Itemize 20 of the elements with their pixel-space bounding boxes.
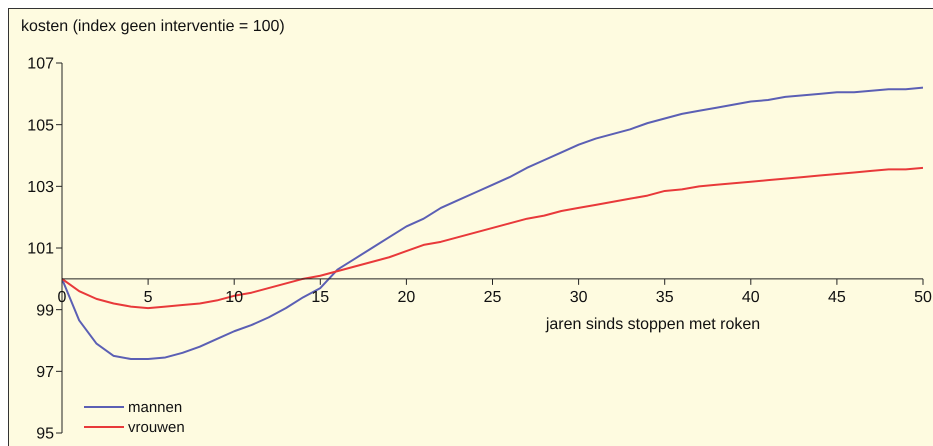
y-axis-title: kosten (index geen interventie = 100) — [21, 18, 285, 36]
x-tick-label: 15 — [311, 288, 330, 306]
y-tick-label: 95 — [36, 426, 54, 443]
x-axis-title: jaren sinds stoppen met roken — [546, 316, 760, 334]
legend-label: mannen — [128, 398, 182, 416]
y-tick-label: 105 — [27, 117, 54, 134]
x-tick-label: 50 — [914, 288, 932, 306]
x-tick-label: 5 — [144, 288, 153, 306]
x-tick-label: 35 — [656, 288, 674, 306]
x-tick-label: 30 — [570, 288, 588, 306]
x-tick-label: 20 — [398, 288, 416, 306]
y-tick-label: 99 — [36, 302, 54, 320]
y-tick-label: 107 — [27, 56, 54, 73]
x-tick-label: 45 — [828, 288, 846, 306]
y-tick-label: 101 — [27, 240, 54, 258]
legend-label: vrouwen — [128, 418, 185, 436]
y-tick-label: 97 — [36, 364, 54, 382]
x-tick-label: 25 — [484, 288, 502, 306]
y-tick-label: 103 — [27, 179, 54, 196]
x-tick-label: 40 — [742, 288, 760, 306]
